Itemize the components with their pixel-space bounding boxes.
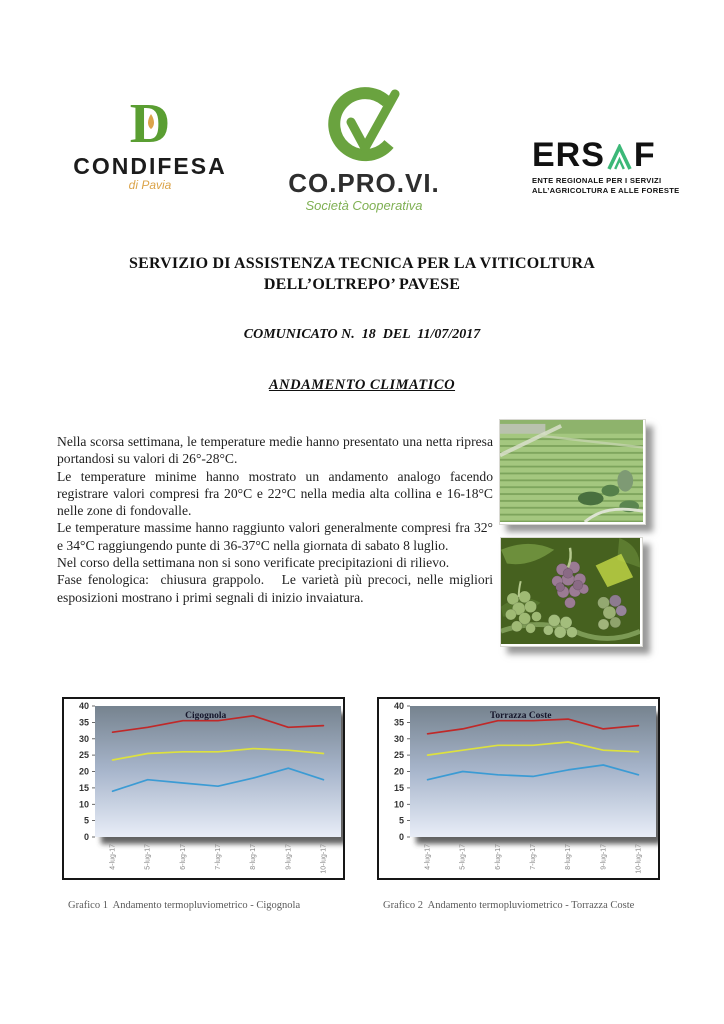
- svg-text:4-lug-17: 4-lug-17: [110, 844, 117, 870]
- svg-text:9-lug-17: 9-lug-17: [285, 844, 292, 870]
- svg-text:35: 35: [394, 717, 404, 727]
- climate-report-text: Nella scorsa settimana, le temperature m…: [57, 433, 493, 606]
- svg-text:25: 25: [79, 750, 89, 760]
- svg-text:5-lug-17: 5-lug-17: [460, 844, 467, 870]
- svg-text:7-lug-17: 7-lug-17: [530, 844, 537, 870]
- svg-text:5: 5: [84, 816, 89, 826]
- coprovi-subtitle: Società Cooperativa: [305, 198, 423, 213]
- page-title-line2: DELL’OLTREPO’ PAVESE: [263, 276, 461, 293]
- ersaf-subtitle-line2: ALL’AGRICOLTURA E ALLE FORESTE: [532, 185, 680, 195]
- svg-text:10: 10: [79, 799, 89, 809]
- chart-caption-grafico2: Grafico 2 Andamento termopluviometrico -…: [383, 900, 635, 911]
- condifesa-leaf-d-icon: D: [72, 92, 228, 155]
- ersaf-subtitle: ENTE REGIONALE PER I SERVIZI ALL’AGRICOL…: [532, 176, 692, 195]
- svg-text:6-lug-17: 6-lug-17: [180, 844, 187, 870]
- svg-text:6-lug-17: 6-lug-17: [495, 844, 502, 870]
- svg-text:30: 30: [394, 734, 404, 744]
- vineyard-photo: [499, 419, 646, 525]
- svg-text:15: 15: [79, 783, 89, 793]
- svg-text:20: 20: [394, 767, 404, 777]
- svg-text:30: 30: [79, 734, 89, 744]
- svg-text:40: 40: [79, 701, 89, 711]
- chart-torrazza-coste: 0 5 10 15 20 25 30 35 40 4-lug-17 5-lug-17 6-lug-17…: [377, 697, 662, 880]
- paragraph-precipitazioni: Nel corso della settimana non si sono ve…: [57, 555, 450, 571]
- condifesa-logo: D CONDIFESA di Pavia: [72, 92, 228, 193]
- coprovi-wordmark: CO.PRO.VI.: [288, 168, 440, 198]
- grapes-photo: [500, 537, 643, 647]
- coprovi-logo: CO.PRO.VI. Società Cooperativa: [288, 86, 440, 214]
- condifesa-subtitle: di Pavia: [128, 178, 172, 192]
- paragraph-fase-fenologica: Fase fenologica: chiusura grappolo. Le v…: [57, 572, 497, 605]
- page-title: SERVIZIO DI ASSISTENZA TECNICA PER LA VI…: [0, 253, 724, 295]
- ersaf-wordmark: ERS F: [532, 138, 692, 172]
- ersaf-text-left: ERS: [532, 136, 605, 174]
- svg-text:25: 25: [394, 750, 404, 760]
- svg-text:10: 10: [394, 799, 404, 809]
- svg-text:Cigognola: Cigognola: [185, 711, 226, 721]
- paragraph-temperature-minime: Le temperature minime hanno mostrato un …: [57, 468, 497, 519]
- svg-text:9-lug-17: 9-lug-17: [600, 844, 607, 870]
- page-title-line1: SERVIZIO DI ASSISTENZA TECNICA PER LA VI…: [129, 255, 595, 272]
- section-title-andamento-climatico: ANDAMENTO CLIMATICO: [268, 377, 456, 393]
- svg-text:10-lug-17: 10-lug-17: [320, 844, 327, 874]
- svg-text:Torrazza Coste: Torrazza Coste: [490, 711, 552, 721]
- paragraph-temperature-massime: Le temperature massime hanno raggiunto v…: [57, 520, 497, 553]
- svg-text:8-lug-17: 8-lug-17: [565, 844, 572, 870]
- svg-text:0: 0: [84, 832, 89, 842]
- chart-caption-grafico1: Grafico 1 Andamento termopluviometrico -…: [68, 900, 301, 911]
- ersaf-text-right: F: [633, 136, 656, 174]
- svg-text:0: 0: [399, 832, 404, 842]
- coprovi-check-icon: [288, 86, 440, 169]
- svg-text:4-lug-17: 4-lug-17: [425, 844, 432, 870]
- condifesa-wordmark: CONDIFESA: [73, 153, 227, 179]
- svg-text:20: 20: [79, 767, 89, 777]
- svg-text:40: 40: [394, 701, 404, 711]
- svg-text:5: 5: [399, 816, 404, 826]
- paragraph-temperature-medie: Nella scorsa settimana, le temperature m…: [57, 434, 497, 467]
- svg-text:15: 15: [394, 783, 404, 793]
- svg-text:8-lug-17: 8-lug-17: [250, 844, 257, 870]
- ersaf-logo: ERS F ENTE REGIONALE PER I SERVIZI ALL’A…: [532, 138, 692, 195]
- svg-text:7-lug-17: 7-lug-17: [215, 844, 222, 870]
- chart-cigognola: 0 5 10 15 20 25 30 35 40 4-lug-17 5-lug-17 6-lug-17…: [62, 697, 347, 880]
- ersaf-subtitle-line1: ENTE REGIONALE PER I SERVIZI: [532, 176, 662, 185]
- svg-text:5-lug-17: 5-lug-17: [145, 844, 152, 870]
- svg-text:10-lug-17: 10-lug-17: [635, 844, 642, 874]
- ersaf-mountain-icon: [607, 144, 632, 170]
- comunicato-number: COMUNICATO N. 18 DEL 11/07/2017: [243, 327, 481, 342]
- svg-text:35: 35: [79, 717, 89, 727]
